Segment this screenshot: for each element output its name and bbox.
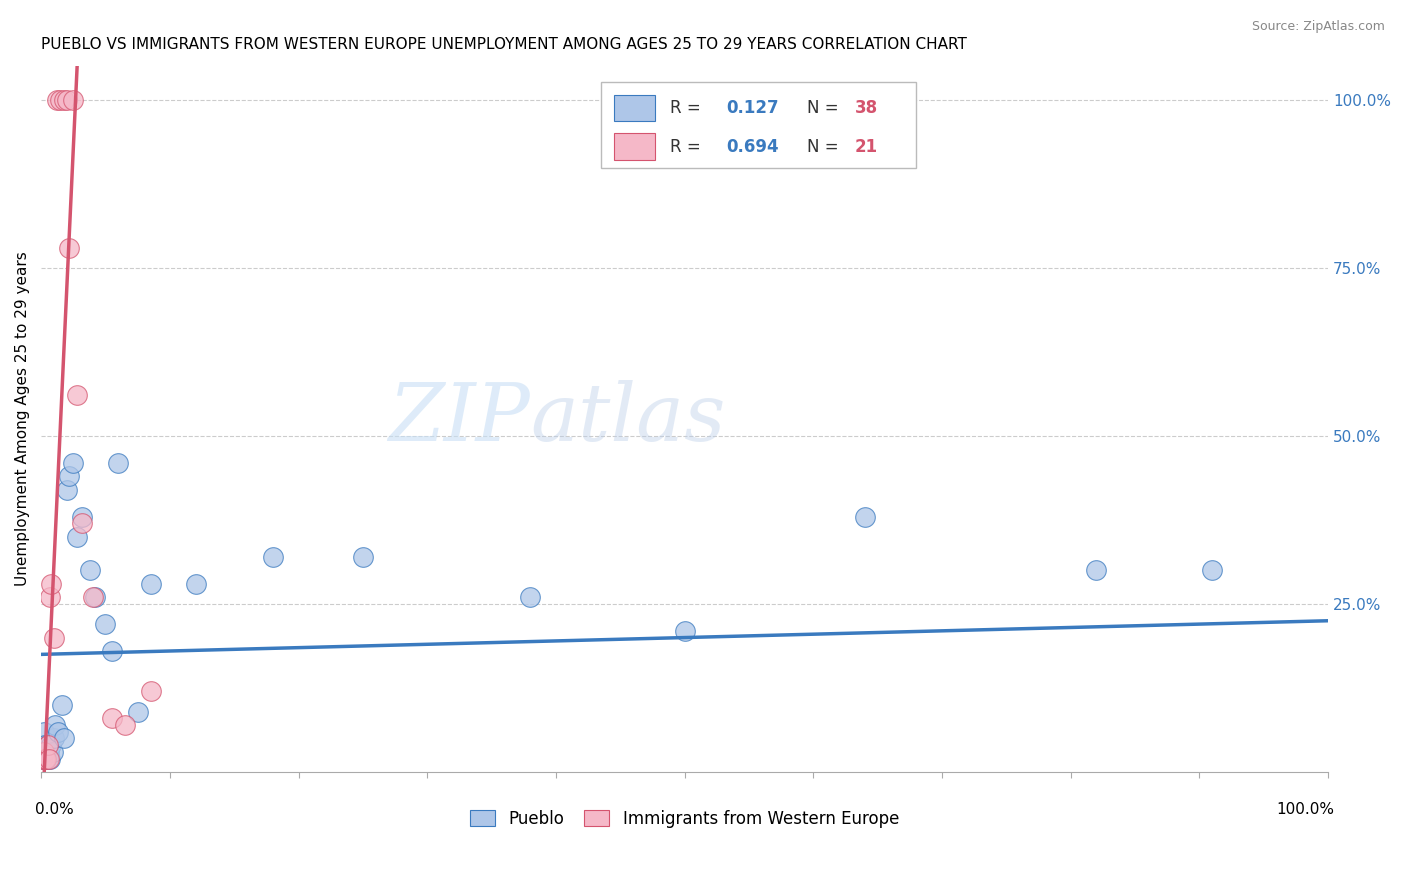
- Point: [79, 563, 101, 577]
- Text: 0.127: 0.127: [725, 99, 779, 117]
- Point: [139, 576, 162, 591]
- Point: [72, 516, 94, 531]
- Text: N =: N =: [807, 99, 844, 117]
- Point: [262, 549, 284, 564]
- Text: R =: R =: [671, 99, 706, 117]
- Point: [31, 751, 53, 765]
- Y-axis label: Unemployment Among Ages 25 to 29 years: Unemployment Among Ages 25 to 29 years: [15, 252, 30, 586]
- Point: [35, 745, 58, 759]
- Point: [94, 617, 117, 632]
- Point: [31, 751, 53, 765]
- Point: [51, 698, 73, 712]
- Point: [41, 576, 63, 591]
- Point: [1201, 563, 1223, 577]
- Text: 0.0%: 0.0%: [35, 803, 73, 817]
- Point: [519, 591, 541, 605]
- Point: [32, 724, 55, 739]
- Text: 38: 38: [855, 99, 877, 117]
- Point: [39, 591, 62, 605]
- Point: [58, 241, 80, 255]
- Point: [184, 576, 207, 591]
- Point: [38, 745, 60, 759]
- Point: [62, 456, 84, 470]
- Point: [72, 509, 94, 524]
- Point: [44, 718, 66, 732]
- Point: [352, 549, 374, 564]
- Text: 21: 21: [855, 137, 877, 156]
- Point: [34, 738, 56, 752]
- Point: [114, 718, 136, 732]
- Point: [66, 388, 89, 402]
- Point: [37, 751, 59, 765]
- Point: [127, 705, 149, 719]
- Text: atlas: atlas: [530, 380, 725, 458]
- Point: [45, 93, 67, 107]
- Point: [37, 738, 59, 752]
- Point: [139, 684, 162, 698]
- Point: [41, 738, 63, 752]
- Point: [32, 745, 55, 759]
- Point: [673, 624, 696, 638]
- Point: [107, 456, 129, 470]
- FancyBboxPatch shape: [614, 134, 655, 161]
- Point: [853, 509, 876, 524]
- Text: N =: N =: [807, 137, 844, 156]
- Point: [56, 93, 79, 107]
- Text: PUEBLO VS IMMIGRANTS FROM WESTERN EUROPE UNEMPLOYMENT AMONG AGES 25 TO 29 YEARS : PUEBLO VS IMMIGRANTS FROM WESTERN EUROPE…: [41, 37, 967, 53]
- Point: [82, 591, 104, 605]
- Point: [101, 644, 124, 658]
- Point: [42, 731, 65, 746]
- Point: [38, 751, 60, 765]
- Point: [34, 751, 56, 765]
- FancyBboxPatch shape: [600, 82, 917, 169]
- Point: [42, 631, 65, 645]
- Point: [66, 530, 89, 544]
- Text: 0.694: 0.694: [725, 137, 779, 156]
- Point: [41, 745, 63, 759]
- Point: [46, 724, 69, 739]
- Point: [101, 711, 124, 725]
- Point: [56, 483, 79, 497]
- Point: [1085, 563, 1108, 577]
- Point: [34, 751, 56, 765]
- Point: [58, 469, 80, 483]
- Point: [53, 93, 76, 107]
- Point: [62, 93, 84, 107]
- Text: ZIP: ZIP: [388, 380, 530, 458]
- Point: [35, 751, 58, 765]
- Point: [32, 738, 55, 752]
- Point: [53, 731, 76, 746]
- Point: [84, 591, 107, 605]
- Legend: Pueblo, Immigrants from Western Europe: Pueblo, Immigrants from Western Europe: [464, 803, 905, 834]
- Text: R =: R =: [671, 137, 706, 156]
- Point: [37, 738, 59, 752]
- Point: [39, 751, 62, 765]
- FancyBboxPatch shape: [614, 95, 655, 121]
- Text: Source: ZipAtlas.com: Source: ZipAtlas.com: [1251, 20, 1385, 33]
- Point: [35, 751, 58, 765]
- Point: [49, 93, 72, 107]
- Text: 100.0%: 100.0%: [1277, 803, 1334, 817]
